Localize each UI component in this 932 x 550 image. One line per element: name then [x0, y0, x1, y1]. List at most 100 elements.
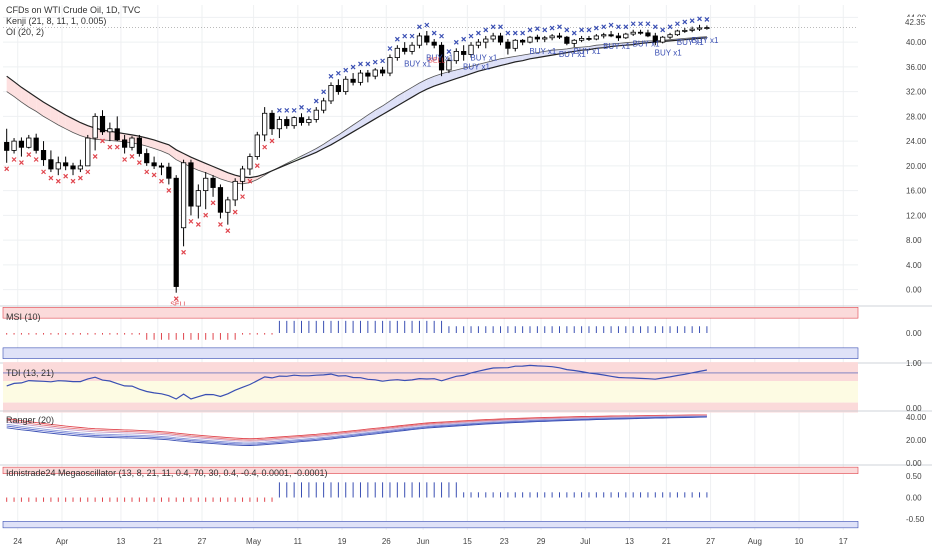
candle-body — [180, 162, 187, 229]
price-ytick-label: 12.00 — [906, 211, 927, 220]
signal-marker-x — [564, 27, 570, 33]
buy-signal-label: BUY x1 — [633, 40, 661, 49]
signal-marker-x — [557, 24, 562, 30]
ranger-ytick-label: 40.00 — [906, 413, 927, 422]
candle-body — [107, 128, 113, 133]
ema-fill-segment — [500, 57, 508, 66]
candle-body — [505, 41, 511, 49]
signal-marker-x — [92, 153, 98, 159]
candle-body — [166, 166, 172, 179]
candle-body — [652, 35, 658, 43]
price-ytick-label: 0.00 — [906, 286, 922, 295]
candle-body — [306, 119, 312, 123]
candle-body — [26, 137, 32, 148]
signal-marker-x — [328, 73, 334, 79]
signal-marker-x — [4, 166, 10, 172]
signal-marker-x — [313, 98, 319, 104]
candle-body — [262, 112, 268, 136]
signal-marker-x — [409, 33, 415, 39]
candle-body — [18, 140, 25, 148]
candle-body — [387, 57, 393, 74]
x-tick-label: 10 — [795, 537, 804, 546]
x-tick-label: Jun — [417, 537, 430, 546]
signal-marker-x — [41, 169, 46, 175]
candle-body — [490, 35, 496, 40]
signal-marker-x — [490, 24, 496, 30]
tdi-mid-zone — [3, 381, 858, 403]
signal-marker-x — [365, 61, 371, 67]
buy-signal-label: BUY x1 — [603, 42, 631, 51]
candle-body — [424, 35, 430, 43]
candle-body — [357, 72, 364, 83]
candle-body — [195, 190, 201, 207]
x-tick-label: 13 — [116, 537, 125, 546]
candle-body — [630, 31, 636, 35]
candle-body — [416, 35, 423, 46]
candle-body — [239, 168, 246, 182]
ranger-title: Ranger (20) — [6, 415, 54, 425]
candle-body — [269, 112, 275, 130]
x-tick-label: 29 — [537, 537, 546, 546]
sell-signal-label: SELL — [428, 57, 445, 64]
x-tick-label: 17 — [839, 537, 848, 546]
signal-marker-x — [284, 107, 290, 113]
ranger-line — [6, 415, 707, 444]
candle-body — [409, 44, 415, 52]
signal-marker-x — [461, 36, 467, 42]
ranger-line — [6, 414, 707, 440]
candle-body — [48, 159, 54, 170]
x-tick-label: Jul — [580, 537, 590, 546]
signal-marker-x — [571, 30, 577, 36]
candle-body — [99, 115, 106, 133]
ema-fill-segment — [316, 144, 324, 153]
candle-body — [438, 44, 445, 71]
candle-body — [542, 37, 548, 40]
signal-marker-x — [358, 61, 363, 67]
ema-fill-segment — [21, 87, 29, 108]
msi-ytick-label: 0.00 — [906, 329, 922, 338]
ema-fill-segment — [426, 76, 435, 90]
signal-marker-x — [299, 104, 304, 110]
signal-marker-x — [468, 33, 474, 39]
candle-body — [151, 162, 157, 167]
signal-marker-x — [586, 27, 592, 33]
ema-fill-segment — [80, 122, 88, 139]
ema-fill-segment — [345, 125, 354, 137]
signal-marker-x — [623, 24, 629, 30]
sell-signal-label: SELL — [170, 302, 187, 309]
msi-title: MSI (10) — [6, 312, 41, 322]
ema-fill-segment — [198, 160, 206, 173]
candle-body — [85, 137, 91, 167]
buy-signal-label: BUY x1 — [529, 47, 557, 56]
buy-signal-label: BUY x1 — [655, 48, 683, 57]
last-price-badge — [902, 17, 930, 28]
price-ytick-label: 40.00 — [906, 38, 927, 47]
candle-body — [313, 109, 319, 120]
x-tick-label: 15 — [463, 537, 472, 546]
ranger-line — [6, 416, 707, 446]
ranger-ytick-label: 0.00 — [906, 459, 922, 468]
msi-lower-band — [2, 347, 859, 359]
last-price-label: 42.35 — [905, 18, 926, 27]
candle-body — [615, 35, 622, 39]
signal-marker-x — [616, 24, 621, 30]
signal-marker-x — [387, 46, 393, 51]
signal-marker-x — [151, 172, 157, 178]
signal-marker-x — [601, 24, 607, 30]
signal-marker-x — [638, 21, 643, 27]
tdi-upper-zone — [3, 362, 858, 381]
candle-body — [556, 35, 563, 38]
ema-slow-line — [6, 37, 707, 179]
candle-body — [350, 78, 356, 83]
signal-marker-x — [195, 222, 201, 227]
signal-marker-x — [534, 26, 540, 32]
candle-body — [549, 35, 555, 39]
candle-body — [11, 140, 17, 151]
x-tick-label: 26 — [382, 537, 391, 546]
x-tick-label: Aug — [748, 537, 762, 546]
signal-marker-x — [55, 178, 61, 184]
indicator-panels — [0, 305, 932, 529]
candle-body — [637, 31, 644, 34]
ema-fill-segment — [146, 138, 155, 149]
ema-fill-segment — [6, 76, 15, 97]
